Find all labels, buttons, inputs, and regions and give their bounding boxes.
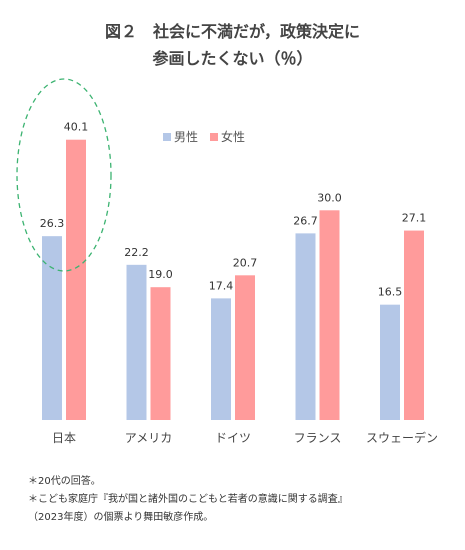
- data-label-male-0: 26.3: [40, 217, 65, 230]
- legend: 男性 女性: [163, 128, 257, 145]
- bar-male-1: [126, 264, 147, 420]
- category-label-1: アメリカ: [125, 431, 172, 445]
- note-1: ＊20代の回答。: [28, 476, 101, 487]
- data-label-female-0: 40.1: [64, 121, 89, 134]
- legend-item-male: 男性: [163, 128, 198, 145]
- bar-male-2: [211, 298, 231, 420]
- legend-swatch-female: [210, 132, 219, 141]
- bar-male-0: [42, 236, 62, 420]
- legend-label-male: 男性: [174, 130, 199, 144]
- data-label-male-2: 17.4: [209, 279, 234, 292]
- data-label-male-4: 16.5: [378, 286, 403, 299]
- chart-title-line1: 図２ 社会に不満だが，政策決定に: [104, 22, 361, 41]
- data-label-female-2: 20.7: [233, 256, 258, 269]
- data-label-female-4: 27.1: [402, 212, 427, 225]
- category-label-3: フランス: [294, 431, 342, 445]
- chart-title-line2: 参画したくない（％）: [152, 49, 313, 68]
- bar-female-1: [150, 287, 171, 420]
- data-label-male-3: 26.7: [293, 214, 318, 227]
- legend-item-female: 女性: [210, 128, 245, 145]
- highlight-ellipse: [16, 78, 112, 272]
- category-label-2: ドイツ: [215, 431, 251, 445]
- legend-swatch-male: [163, 132, 171, 141]
- bar-male-4: [380, 304, 400, 420]
- bar-female-3: [319, 210, 340, 420]
- bar-male-3: [295, 233, 316, 420]
- note-3: （2023年度）の個票より舞田敏彦作成。: [28, 512, 214, 523]
- data-label-female-3: 30.0: [317, 191, 342, 204]
- data-label-female-1: 19.0: [148, 268, 173, 281]
- notes: ＊20代の回答。 ＊こども家庭庁『我が国と諸外国のこどもと若者の意識に関する調査…: [28, 473, 348, 527]
- category-label-0: 日本: [52, 431, 76, 445]
- bar-female-4: [404, 230, 424, 420]
- bar-female-0: [66, 139, 86, 421]
- bar-female-2: [235, 275, 255, 420]
- data-label-male-1: 22.2: [124, 246, 149, 259]
- note-2: ＊こども家庭庁『我が国と諸外国のこどもと若者の意識に関する調査』: [28, 494, 348, 505]
- category-label-4: スウェーデン: [366, 430, 438, 445]
- legend-label-female: 女性: [221, 130, 246, 144]
